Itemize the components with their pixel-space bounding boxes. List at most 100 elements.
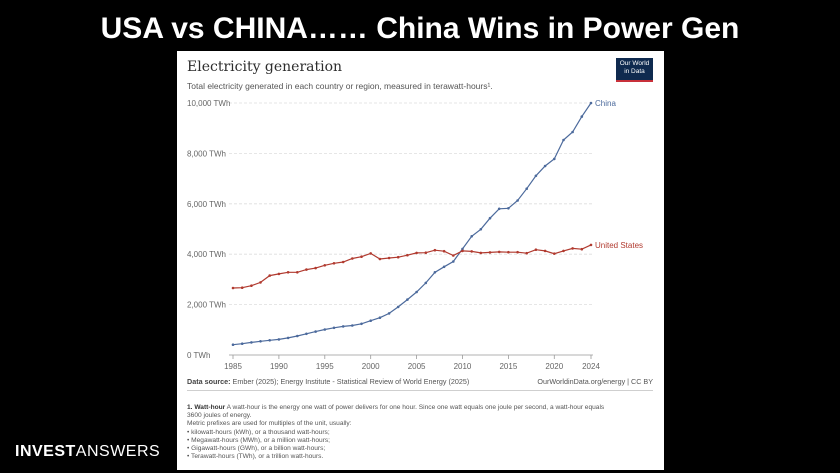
x-tick-label: 1985 [224,362,242,371]
data-point [433,248,437,252]
data-point [406,253,409,257]
data-point [378,257,382,261]
x-tick-label: 2020 [545,362,563,371]
y-axis-ticks: 0 TWh 2,000 TWh 4,000 TWh 6,000 TWh 8,000 TW… [187,99,230,360]
data-point [543,164,547,168]
data-point [240,342,244,346]
data-point [332,262,336,265]
data-point [231,343,235,347]
data-point [461,249,464,253]
x-tick-label: 1990 [270,362,288,371]
data-point [296,271,299,274]
data-point [470,250,474,253]
data-point [534,248,538,251]
data-point [296,334,299,338]
data-point [516,250,519,254]
data-point [351,324,354,327]
x-tick-label: 2005 [408,362,426,371]
data-point [589,243,593,247]
data-point [369,319,372,323]
y-tick-label: 8,000 TWh [187,149,226,158]
data-point [341,325,345,328]
data-point [231,286,235,290]
data-point [286,336,290,340]
data-point [259,340,262,343]
y-tick-label: 6,000 TWh [187,200,226,209]
data-point [387,312,391,315]
data-point [452,254,455,257]
data-point [240,286,244,289]
footnote-line: 3600 joules of energy. [187,412,252,420]
chart-title: Electricity generation [187,59,343,75]
data-point [387,256,391,260]
source-text: Ember (2025); Energy Institute - Statist… [230,377,470,386]
gridlines [229,102,593,356]
data-point [415,251,418,255]
source-label: Data source: [187,377,231,386]
chart-card: 0 TWh 2,000 TWh 4,000 TWh 6,000 TWh 8,000 TW… [177,51,664,470]
data-point [479,251,483,255]
data-point [562,138,565,142]
data-point [341,260,345,264]
owid-link[interactable]: OurWorldinData.org/energy | CC BY [537,377,653,386]
footnote-line: • Megawatt-hours (MWh), or a million wat… [187,436,331,444]
data-point [525,187,528,190]
data-point [497,207,501,211]
data-point [562,249,565,253]
y-tick-label: 2,000 TWh [187,301,226,310]
series-label: China [595,99,616,108]
data-point [406,298,409,301]
x-tick-label: 2010 [454,362,472,371]
data-point [360,322,363,326]
data-point [470,235,474,238]
footnote-line: Metric prefixes are used for multiples o… [187,420,352,428]
brand-logo: INVESTANSWERS [15,443,160,461]
data-point [580,247,584,251]
data-point [571,130,574,134]
data-point [488,216,492,220]
footnote: 1. Watt-hour A watt-hour is the energy o… [187,404,647,461]
series-label: United States [595,241,643,250]
data-point [323,264,327,267]
footnote-line: • kilowatt-hours (kWh), or a thousand wa… [187,428,330,436]
x-tick-label: 2000 [362,362,380,371]
x-tick-label: 2024 [582,362,600,371]
data-point [571,247,574,250]
footnote-title: 1. Watt-hour [187,404,226,411]
brand-bold: INVEST [15,443,76,460]
data-point [433,271,437,274]
line-chart: 0 TWh 2,000 TWh 4,000 TWh 6,000 TWh 8,000 TW… [187,99,643,371]
series-line-united-states [232,244,592,289]
data-point [396,255,400,259]
data-point [314,266,317,270]
data-point [415,290,418,294]
data-point [497,250,501,254]
data-point [277,338,281,341]
brand-light: ANSWERS [75,443,161,460]
data-point [553,252,556,255]
data-point [268,339,271,342]
data-point [589,101,593,105]
data-point [286,271,290,274]
our-world-in-data-logo[interactable]: Our World in Data [616,58,653,82]
divider [187,390,653,391]
data-point [314,330,317,333]
data-point [442,265,446,269]
data-point [442,249,446,253]
data-point [452,260,455,263]
x-axis-ticks: 1985 1990 1995 2000 2005 2010 2015 2020 2024 [224,355,600,371]
data-point [396,305,400,309]
series-lines [232,102,592,346]
series-points [231,101,593,347]
data-point [461,247,464,251]
data-point [553,157,556,161]
series-labels: China United States [595,99,643,250]
data-point [479,228,483,231]
data-point [305,268,308,271]
footnote-line: 1. Watt-hour A watt-hour is the energy o… [187,404,605,411]
data-point [424,251,428,254]
data-point [268,274,271,277]
logo-line-1: Our World [619,60,650,67]
data-point [424,281,428,285]
data-point [516,199,519,202]
